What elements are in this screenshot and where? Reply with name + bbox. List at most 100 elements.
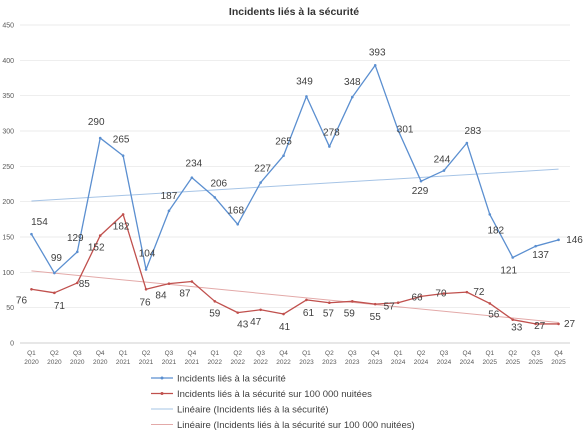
data-point	[30, 232, 33, 236]
data-point	[236, 311, 240, 314]
x-tick-label: 2025	[483, 359, 498, 366]
data-labels: 154 99 129 290 265 104 187 234 206 168 227 265 349 27…	[16, 47, 583, 333]
data-label: 59	[209, 308, 221, 319]
data-point	[488, 213, 492, 216]
data-label: 27	[534, 321, 546, 332]
data-point	[190, 280, 194, 283]
data-label: 265	[113, 135, 130, 146]
y-tick-label: 450	[2, 23, 14, 30]
x-tick-label: 2025	[528, 359, 543, 366]
data-label: 301	[397, 124, 414, 135]
data-label: 57	[384, 302, 396, 313]
series-line	[31, 213, 559, 325]
x-tick-label: Q1	[210, 350, 219, 357]
data-label: 59	[344, 308, 356, 319]
data-point	[534, 322, 537, 326]
data-label: 348	[344, 77, 361, 88]
data-label: 152	[88, 243, 105, 254]
chart-title: Incidents liés à la sécurité	[229, 6, 359, 18]
data-label: 146	[566, 235, 583, 246]
x-tick-label: Q2	[325, 350, 334, 357]
data-label: 234	[186, 159, 203, 170]
trendline	[31, 270, 559, 324]
x-tick-label: Q2	[508, 350, 517, 357]
data-label: 56	[488, 309, 500, 320]
data-point	[213, 196, 217, 199]
data-point	[534, 244, 537, 248]
x-tick-label: 2022	[253, 359, 268, 366]
data-label: 182	[487, 225, 504, 236]
x-tick-label: Q2	[233, 350, 242, 357]
y-tick-label: 250	[2, 164, 14, 171]
data-point	[144, 268, 148, 271]
data-point	[373, 302, 377, 306]
y-tick-label: 50	[6, 305, 14, 312]
data-point	[98, 234, 102, 237]
data-point	[75, 250, 79, 254]
x-tick-label: 2022	[276, 359, 291, 366]
data-label: 154	[31, 217, 48, 228]
trendline	[31, 168, 559, 202]
x-tick-label: Q3	[348, 350, 357, 357]
data-point	[259, 308, 262, 312]
data-point	[350, 300, 354, 303]
x-tick-label: Q4	[463, 350, 472, 357]
data-label: 121	[500, 265, 517, 276]
data-point	[98, 136, 102, 140]
x-tick-label: Q3	[73, 350, 82, 357]
x-tick-label: 2020	[70, 359, 85, 366]
data-point	[442, 292, 446, 295]
x-tick-label: 2025	[551, 359, 566, 366]
data-point	[305, 298, 308, 302]
y-tick-label: 0	[10, 341, 14, 348]
x-tick-label: Q1	[119, 350, 128, 357]
data-point	[213, 300, 217, 303]
data-point	[465, 141, 469, 145]
x-tick-label: Q2	[417, 350, 426, 357]
data-label: 168	[227, 205, 244, 216]
y-axis: 0 50 100 150 200 250 300 350 400 450	[2, 23, 14, 348]
x-tick-label: Q4	[188, 350, 197, 357]
x-tick-label: 2023	[345, 359, 360, 366]
data-point	[465, 290, 469, 294]
data-label: 71	[54, 301, 66, 312]
data-label: 55	[370, 312, 382, 323]
data-label: 33	[511, 323, 523, 334]
data-point	[442, 169, 446, 172]
x-tick-label: 2024	[460, 359, 475, 366]
data-label: 129	[67, 233, 84, 244]
x-tick-label: 2021	[185, 359, 200, 366]
data-label: 57	[323, 309, 335, 320]
data-label: 84	[155, 291, 167, 302]
data-point	[419, 295, 423, 298]
data-label: 227	[254, 164, 271, 175]
data-point	[30, 287, 33, 291]
x-tick-label: Q1	[302, 350, 311, 357]
x-tick-label: 2024	[437, 359, 452, 366]
data-point	[282, 154, 285, 158]
x-tick-label: 2021	[162, 359, 177, 366]
x-tick-label: 2020	[47, 359, 62, 366]
y-tick-label: 300	[2, 129, 14, 136]
data-label: 41	[279, 322, 291, 333]
data-label: 66	[411, 292, 423, 303]
data-point	[350, 95, 354, 99]
x-tick-label: Q4	[554, 350, 563, 357]
data-point	[488, 302, 492, 305]
data-point	[396, 301, 400, 305]
data-label: 187	[161, 191, 178, 202]
data-point	[144, 287, 148, 291]
data-label: 229	[412, 186, 429, 197]
data-point	[75, 281, 79, 285]
data-point	[282, 312, 285, 316]
legend-label: Incidents liés à la sécurité sur 100 000…	[177, 389, 372, 400]
data-label: 27	[564, 319, 576, 330]
data-point	[557, 238, 560, 242]
y-tick-label: 350	[2, 93, 14, 100]
data-label: 85	[79, 279, 91, 290]
y-tick-label: 200	[2, 199, 14, 206]
x-tick-label: 2020	[93, 359, 108, 366]
legend-label: Incidents liés à la sécurité	[177, 374, 286, 385]
data-label: 244	[434, 155, 451, 166]
data-point	[511, 256, 515, 259]
